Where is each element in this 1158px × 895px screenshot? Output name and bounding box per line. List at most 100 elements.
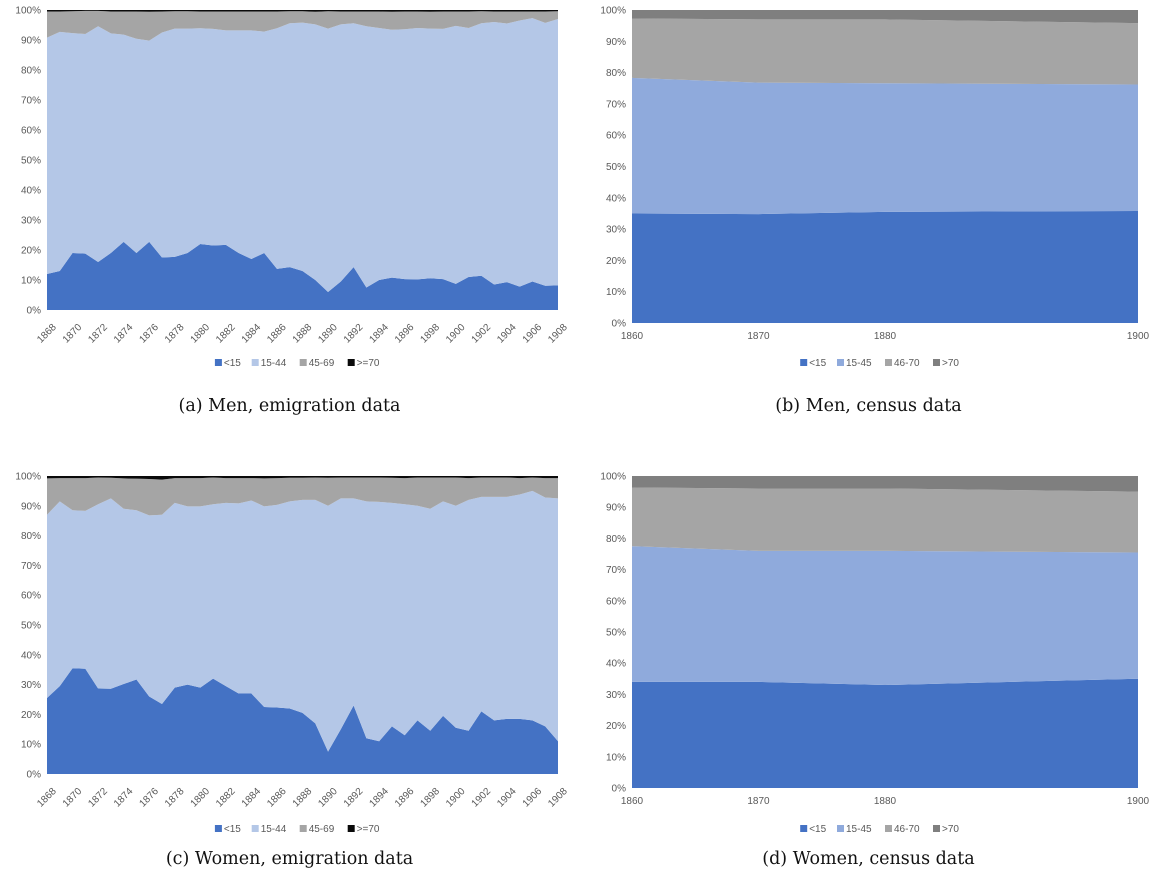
chart-d-legend-swatch: [885, 825, 892, 832]
chart-b-caption: (b) Men, census data: [775, 396, 962, 416]
chart-c-ytick-label: 70%: [21, 561, 41, 572]
chart-c-xtick-label: 1906: [521, 786, 545, 810]
chart-c-legend-label: <15: [224, 824, 241, 832]
chart-d-svg: 0% 10% 20% 30% 40% 50% 60% 70% 80% 90% 100% 1860 187…: [600, 472, 1150, 832]
chart-d-ytick-label: 50%: [606, 628, 626, 639]
chart-b-ytick-label: 100%: [600, 6, 626, 17]
chart-c-legend-swatch: [299, 825, 307, 832]
chart-a-xtick-label: 1884: [240, 322, 264, 346]
chart-c-ytick-label: 100%: [15, 472, 41, 483]
chart-c-xtick-label: 1872: [86, 786, 110, 810]
chart-d-legend-swatch: [800, 825, 808, 832]
chart-a-xtick-label: 1902: [470, 322, 494, 346]
chart-a-xtick-label: 1868: [35, 322, 59, 346]
chart-a-legend-label: 15-44: [261, 358, 287, 369]
chart-a-xtick-label: 1904: [495, 322, 519, 346]
chart-c-area-1: [47, 490, 558, 752]
chart-d-area-1: [632, 546, 1138, 686]
chart-d-xtick-label: 1880: [874, 796, 897, 807]
chart-b-ytick-label: 10%: [606, 287, 626, 298]
chart-d-legend-label: 46-70: [894, 824, 920, 832]
chart-a-legend-label: 45-69: [309, 358, 335, 369]
chart-d-legend-label: 15-45: [846, 824, 872, 832]
chart-c-ytick-label: 50%: [21, 621, 41, 632]
chart-c-xtick-label: 1892: [342, 786, 366, 810]
chart-c-ytick-label: 0%: [27, 770, 42, 781]
chart-d-ytick-label: 80%: [606, 534, 626, 545]
chart-a-ytick-label: 20%: [21, 246, 41, 257]
chart-a-ytick-label: 10%: [21, 276, 41, 287]
chart-c-xtick-label: 1896: [393, 786, 417, 810]
chart-a-xtick-label: 1870: [61, 322, 85, 346]
chart-panel-a: 0% 10% 20% 30% 40% 50% 60% 70% 80% 90% 100% 1868 187…: [0, 0, 579, 447]
chart-b-legend-swatch: [837, 359, 844, 366]
chart-b-legend-label: 15-45: [846, 358, 872, 369]
chart-b-xtick-label: 1860: [621, 331, 644, 342]
chart-c-xtick-label: 1900: [444, 786, 468, 810]
chart-c-legend-label: 45-69: [309, 824, 335, 832]
chart-b-legend-label: >70: [942, 358, 959, 369]
chart-a-svg: 0%10%20%30%40%50%60%70%80%90%100%1868 187…: [15, 6, 570, 370]
chart-c-ytick-label: 30%: [21, 680, 41, 691]
chart-c-legend-swatch: [251, 825, 259, 832]
chart-b-area-1: [632, 77, 1138, 215]
chart-a-xtick-label: 1874: [112, 322, 136, 346]
chart-b-xtick-label: 1870: [747, 331, 770, 342]
chart-a-xtick-label: 1908: [546, 322, 570, 346]
chart-c-ytick-label: 90%: [21, 501, 41, 512]
chart-a-ytick-label: 50%: [21, 156, 41, 167]
chart-d-legend-swatch: [837, 825, 844, 832]
chart-c-xtick-label: 1880: [189, 786, 213, 810]
chart-b-xtick-label: 1900: [1127, 331, 1150, 342]
chart-c-ytick-label: 10%: [21, 740, 41, 751]
chart-c-xtick-label: 1894: [367, 786, 391, 810]
chart-d-xtick-label: 1860: [621, 796, 644, 807]
chart-b-area-2: [632, 18, 1138, 85]
chart-b-legend-swatch: [885, 359, 892, 366]
chart-b-legend-swatch: [933, 359, 940, 366]
chart-a-xtick-label: 1896: [393, 322, 417, 346]
chart-c-xtick-label: 1886: [265, 786, 289, 810]
chart-a-legend-label: >=70: [357, 358, 380, 369]
chart-b-ytick-label: 80%: [606, 68, 626, 79]
chart-d-ytick-label: 70%: [606, 565, 626, 576]
chart-c-area-0: [47, 668, 558, 774]
chart-a-ytick-label: 30%: [21, 216, 41, 227]
chart-c-ytick-label: 60%: [21, 591, 41, 602]
chart-b-ytick-label: 40%: [606, 193, 626, 204]
chart-a-legend-label: <15: [224, 358, 241, 369]
chart-a-ytick-label: 60%: [21, 126, 41, 137]
chart-d-ytick-label: 20%: [606, 721, 626, 732]
chart-a-xtick-label: 1872: [86, 322, 110, 346]
chart-b-svg: 0% 10% 20% 30% 40% 50% 60% 70% 80% 90% 100% 1860 187…: [600, 6, 1150, 370]
chart-a-area-1: [47, 18, 558, 292]
chart-a-caption: (a) Men, emigration data: [178, 396, 401, 416]
chart-b-xtick-label: 1880: [874, 331, 897, 342]
chart-a-xtick-label: 1880: [189, 322, 213, 346]
chart-a-xtick-label: 1878: [163, 322, 187, 346]
chart-c-legend-swatch: [347, 825, 355, 832]
chart-a-ytick-label: 90%: [21, 36, 41, 47]
chart-d-legend-swatch: [933, 825, 940, 832]
chart-c-svg: 0%10%20%30%40%50%60%70%80%90%100%1868 187…: [15, 472, 570, 832]
chart-c-xtick-label: 1876: [137, 786, 161, 810]
chart-b-ytick-label: 50%: [606, 162, 626, 173]
chart-b-ytick-label: 60%: [606, 131, 626, 142]
chart-c-xtick-label: 1868: [35, 786, 59, 810]
chart-a-xtick-label: 1894: [367, 322, 391, 346]
chart-c-xtick-label: 1890: [316, 786, 340, 810]
chart-a-ytick-label: 70%: [21, 96, 41, 107]
chart-a-legend-swatch: [251, 359, 259, 366]
chart-c-ytick-label: 40%: [21, 650, 41, 661]
chart-c-xtick-label: 1870: [61, 786, 85, 810]
chart-a-xtick-label: 1876: [137, 322, 161, 346]
chart-panel-c: 0% 10% 20% 30% 40% 50% 60% 70% 80% 90% 100% 1868 187…: [0, 447, 579, 895]
chart-d-ytick-label: 10%: [606, 752, 626, 763]
chart-b-ytick-label: 90%: [606, 37, 626, 48]
chart-c-ytick-label: 80%: [21, 531, 41, 542]
chart-d-xtick-label: 1900: [1127, 796, 1150, 807]
chart-a-legend-swatch: [347, 359, 355, 366]
chart-b-legend-label: 46-70: [894, 358, 920, 369]
chart-c-xtick-label: 1908: [546, 786, 570, 810]
chart-d-ytick-label: 100%: [600, 472, 626, 483]
